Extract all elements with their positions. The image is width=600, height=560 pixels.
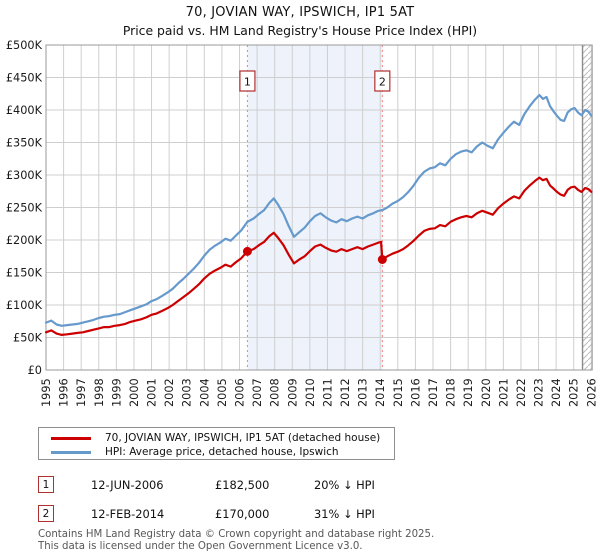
legend-item-property: 70, JOVIAN WAY, IPSWICH, IP1 5AT (detach… (51, 431, 388, 445)
x-axis-tick-label: 2005 (216, 378, 229, 407)
chart-legend: 70, JOVIAN WAY, IPSWICH, IP1 5AT (detach… (38, 427, 395, 460)
sale-marker-label: 2 (379, 76, 386, 89)
x-axis-tick-label: 1999 (110, 378, 123, 407)
x-axis-tick-label: 2009 (286, 378, 299, 407)
legend-label-hpi: HPI: Average price, detached house, Ipsw… (105, 446, 339, 458)
y-axis-tick-label: £350K (6, 137, 43, 150)
x-axis-tick-label: 2012 (339, 378, 352, 407)
x-axis-tick-label: 2017 (427, 378, 440, 407)
transaction-price-1: £182,500 (215, 478, 270, 492)
license-footer: Contains HM Land Registry data © Crown c… (38, 529, 434, 552)
y-axis-tick-label: £300K (6, 169, 43, 182)
x-axis-tick-label: 2000 (128, 378, 141, 407)
y-axis-tick-label: £250K (6, 202, 43, 215)
x-axis-tick-label: 2004 (198, 378, 211, 407)
price-history-chart: 1 2 £0 £50K £100K £150K £200K £250K £300K £350K £4… (6, 39, 598, 407)
page-title: 70, JOVIAN WAY, IPSWICH, IP1 5AT (185, 5, 415, 20)
x-axis-tick-label: 1998 (93, 378, 106, 407)
sale-marker-label: 1 (244, 76, 251, 89)
y-axis-tick-label: £0 (28, 364, 42, 377)
transaction-row-2: 2 12-FEB-2014 £170,000 31% ↓ HPI (38, 505, 578, 523)
x-axis-tick-label: 2006 (234, 378, 247, 407)
license-footer-line1: Contains HM Land Registry data © Crown c… (38, 529, 435, 540)
y-axis-tick-label: £500K (6, 39, 43, 52)
x-axis-tick-label: 2026 (585, 378, 598, 407)
license-footer-line2: This data is licensed under the Open Gov… (38, 540, 363, 552)
sale-marker-dot (242, 246, 252, 256)
transaction-marker-2: 2 (38, 505, 54, 522)
x-axis-tick-label: 2015 (392, 378, 405, 407)
page-subtitle: Price paid vs. HM Land Registry's House … (122, 23, 478, 38)
transaction-price-2: £170,000 (215, 507, 270, 521)
transaction-date-1: 12-JUN-2006 (91, 478, 164, 492)
x-axis-tick-label: 2016 (409, 378, 422, 407)
x-axis-tick-label: 2001 (146, 378, 159, 407)
x-axis-tick-label: 2007 (251, 378, 264, 407)
sale-marker-dot (377, 255, 387, 264)
y-axis-tick-label: £100K (6, 299, 43, 312)
x-axis-tick-label: 1995 (40, 378, 53, 407)
y-axis-tick-label: £50K (13, 332, 43, 345)
sale-marker-label-box (239, 70, 256, 92)
x-axis-tick-label: 2011 (321, 378, 334, 407)
y-axis-tick-label: £200K (6, 234, 43, 247)
blue-line-swatch-icon (51, 450, 91, 454)
transaction-row-1: 1 12-JUN-2006 £182,500 20% ↓ HPI (38, 476, 578, 494)
y-axis-tick-label: £400K (6, 104, 43, 117)
x-axis-tick-label: 2019 (462, 378, 475, 407)
property-price-line (44, 176, 593, 336)
x-axis-tick-label: 2023 (533, 378, 546, 407)
x-axis-tick-label: 2014 (374, 378, 387, 407)
x-axis-tick-label: 2003 (181, 378, 194, 407)
x-axis-tick-label: 1997 (75, 378, 88, 407)
x-axis-tick-label: 2022 (515, 378, 528, 407)
x-axis-tick-label: 2024 (550, 378, 563, 407)
transaction-hpi-diff-1: 20% ↓ HPI (314, 478, 375, 492)
x-axis-tick-label: 2008 (269, 378, 282, 407)
x-axis-tick-label: 2021 (497, 378, 510, 407)
gridlines (45, 44, 593, 371)
x-axis-tick-label: 1996 (58, 378, 71, 407)
plot-border (45, 44, 593, 371)
transaction-hpi-diff-2: 31% ↓ HPI (314, 507, 375, 521)
sale-marker-label-box (374, 70, 391, 92)
x-axis-tick-label: 2002 (163, 378, 176, 407)
legend-item-hpi: HPI: Average price, detached house, Ipsw… (51, 445, 388, 459)
transaction-date-2: 12-FEB-2014 (91, 507, 165, 521)
x-axis-tick-label: 2018 (445, 378, 458, 407)
x-axis-tick-label: 2020 (480, 378, 493, 407)
future-hatch-region (582, 45, 593, 370)
red-line-swatch-icon (51, 436, 91, 440)
transaction-marker-1: 1 (38, 476, 54, 493)
x-axis-tick-label: 2025 (568, 378, 581, 407)
legend-label-property: 70, JOVIAN WAY, IPSWICH, IP1 5AT (detach… (105, 432, 381, 444)
y-axis-tick-label: £150K (6, 267, 43, 280)
hpi-line (44, 93, 593, 327)
x-axis-tick-label: 2010 (304, 378, 317, 407)
x-axis-tick-label: 2013 (357, 378, 370, 407)
y-axis-tick-label: £450K (6, 72, 43, 85)
